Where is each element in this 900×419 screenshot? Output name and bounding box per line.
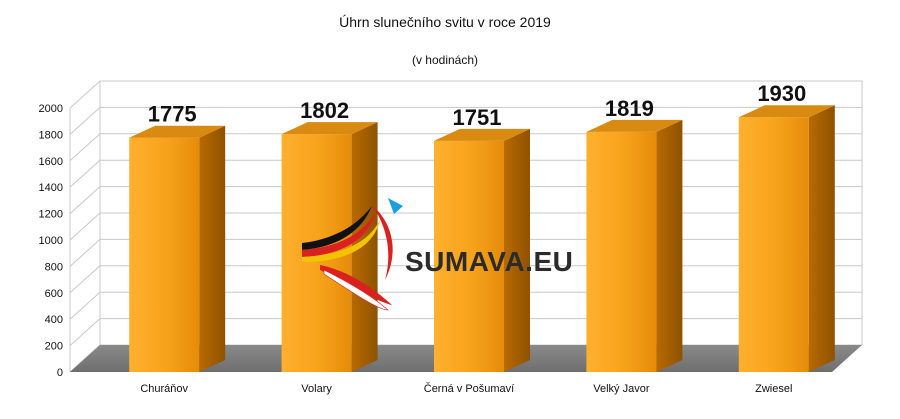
gridline-diag-3 — [69, 265, 101, 294]
bar-4: 1930 — [738, 81, 835, 373]
data-label: 1775 — [148, 102, 197, 127]
flag-swoosh-icon — [302, 198, 403, 311]
bar-front — [738, 117, 809, 373]
bar-0: 1775 — [129, 102, 226, 372]
gridline-diag-9 — [69, 107, 101, 135]
gridline-diag-4 — [69, 239, 101, 267]
data-label: 1802 — [300, 98, 349, 123]
y-tick-label: 600 — [45, 288, 63, 300]
bar-top — [129, 125, 226, 138]
bar-side — [199, 125, 226, 372]
bar-front — [129, 137, 200, 372]
y-axis-ticks: 0 200 400 600 800 1000 1200 1400 1600 1800 2000 — [39, 103, 63, 379]
data-label: 1751 — [453, 105, 502, 130]
y-tick-label: 800 — [45, 261, 63, 273]
gridline-diag-1 — [69, 318, 101, 346]
bar-2: 1751 — [434, 105, 530, 372]
watermark-text: SUMAVA.EU — [405, 246, 573, 277]
bar-top — [586, 119, 683, 132]
bar-side — [808, 105, 835, 373]
y-tick-label: 1400 — [39, 182, 63, 194]
gridline-diag-6 — [69, 186, 101, 214]
chart-subtitle: (v hodinách) — [412, 53, 478, 67]
data-label: 1819 — [605, 96, 654, 121]
gridline-diag-7 — [69, 159, 101, 188]
y-tick-label: 1600 — [39, 156, 63, 168]
watermark-logo: SUMAVA.EU — [302, 198, 573, 311]
data-label: 1930 — [757, 81, 806, 106]
bar-3: 1819 — [586, 96, 683, 372]
category-labels: Churáňov Volary Černá v Pošumaví Velký Javo… — [140, 382, 792, 395]
category-label: Churáňov — [140, 383, 188, 395]
bar-top — [738, 105, 835, 118]
gridline-diag-5 — [69, 212, 101, 241]
bar-top — [434, 128, 530, 141]
gridline-diag-10 — [69, 80, 101, 109]
category-label: Černá v Pošumaví — [424, 382, 514, 395]
bar-front — [586, 131, 657, 372]
chart-title: Úhrn slunečního svitu v roce 2019 — [339, 14, 551, 30]
y-tick-label: 1000 — [39, 235, 63, 247]
bar-1: 1802 — [281, 98, 378, 372]
bar-top — [281, 122, 378, 135]
gridline-diag-2 — [69, 291, 101, 320]
bar-side — [351, 122, 378, 372]
y-tick-label: 2000 — [39, 103, 63, 115]
category-label: Velký Javor — [593, 383, 650, 395]
y-tick-label: 0 — [57, 367, 63, 379]
y-tick-label: 200 — [45, 341, 63, 353]
category-label: Zwiesel — [755, 383, 792, 395]
y-tick-label: 400 — [45, 314, 63, 326]
gridline-diag-8 — [69, 133, 101, 162]
bar-side — [656, 119, 683, 372]
bar-front — [434, 140, 504, 372]
y-tick-label: 1200 — [39, 209, 63, 221]
category-label: Volary — [301, 383, 332, 395]
bars: 1775 1802 1751 1819 1930 — [129, 81, 835, 373]
y-tick-label: 1800 — [39, 129, 63, 141]
bar-side — [504, 128, 530, 372]
